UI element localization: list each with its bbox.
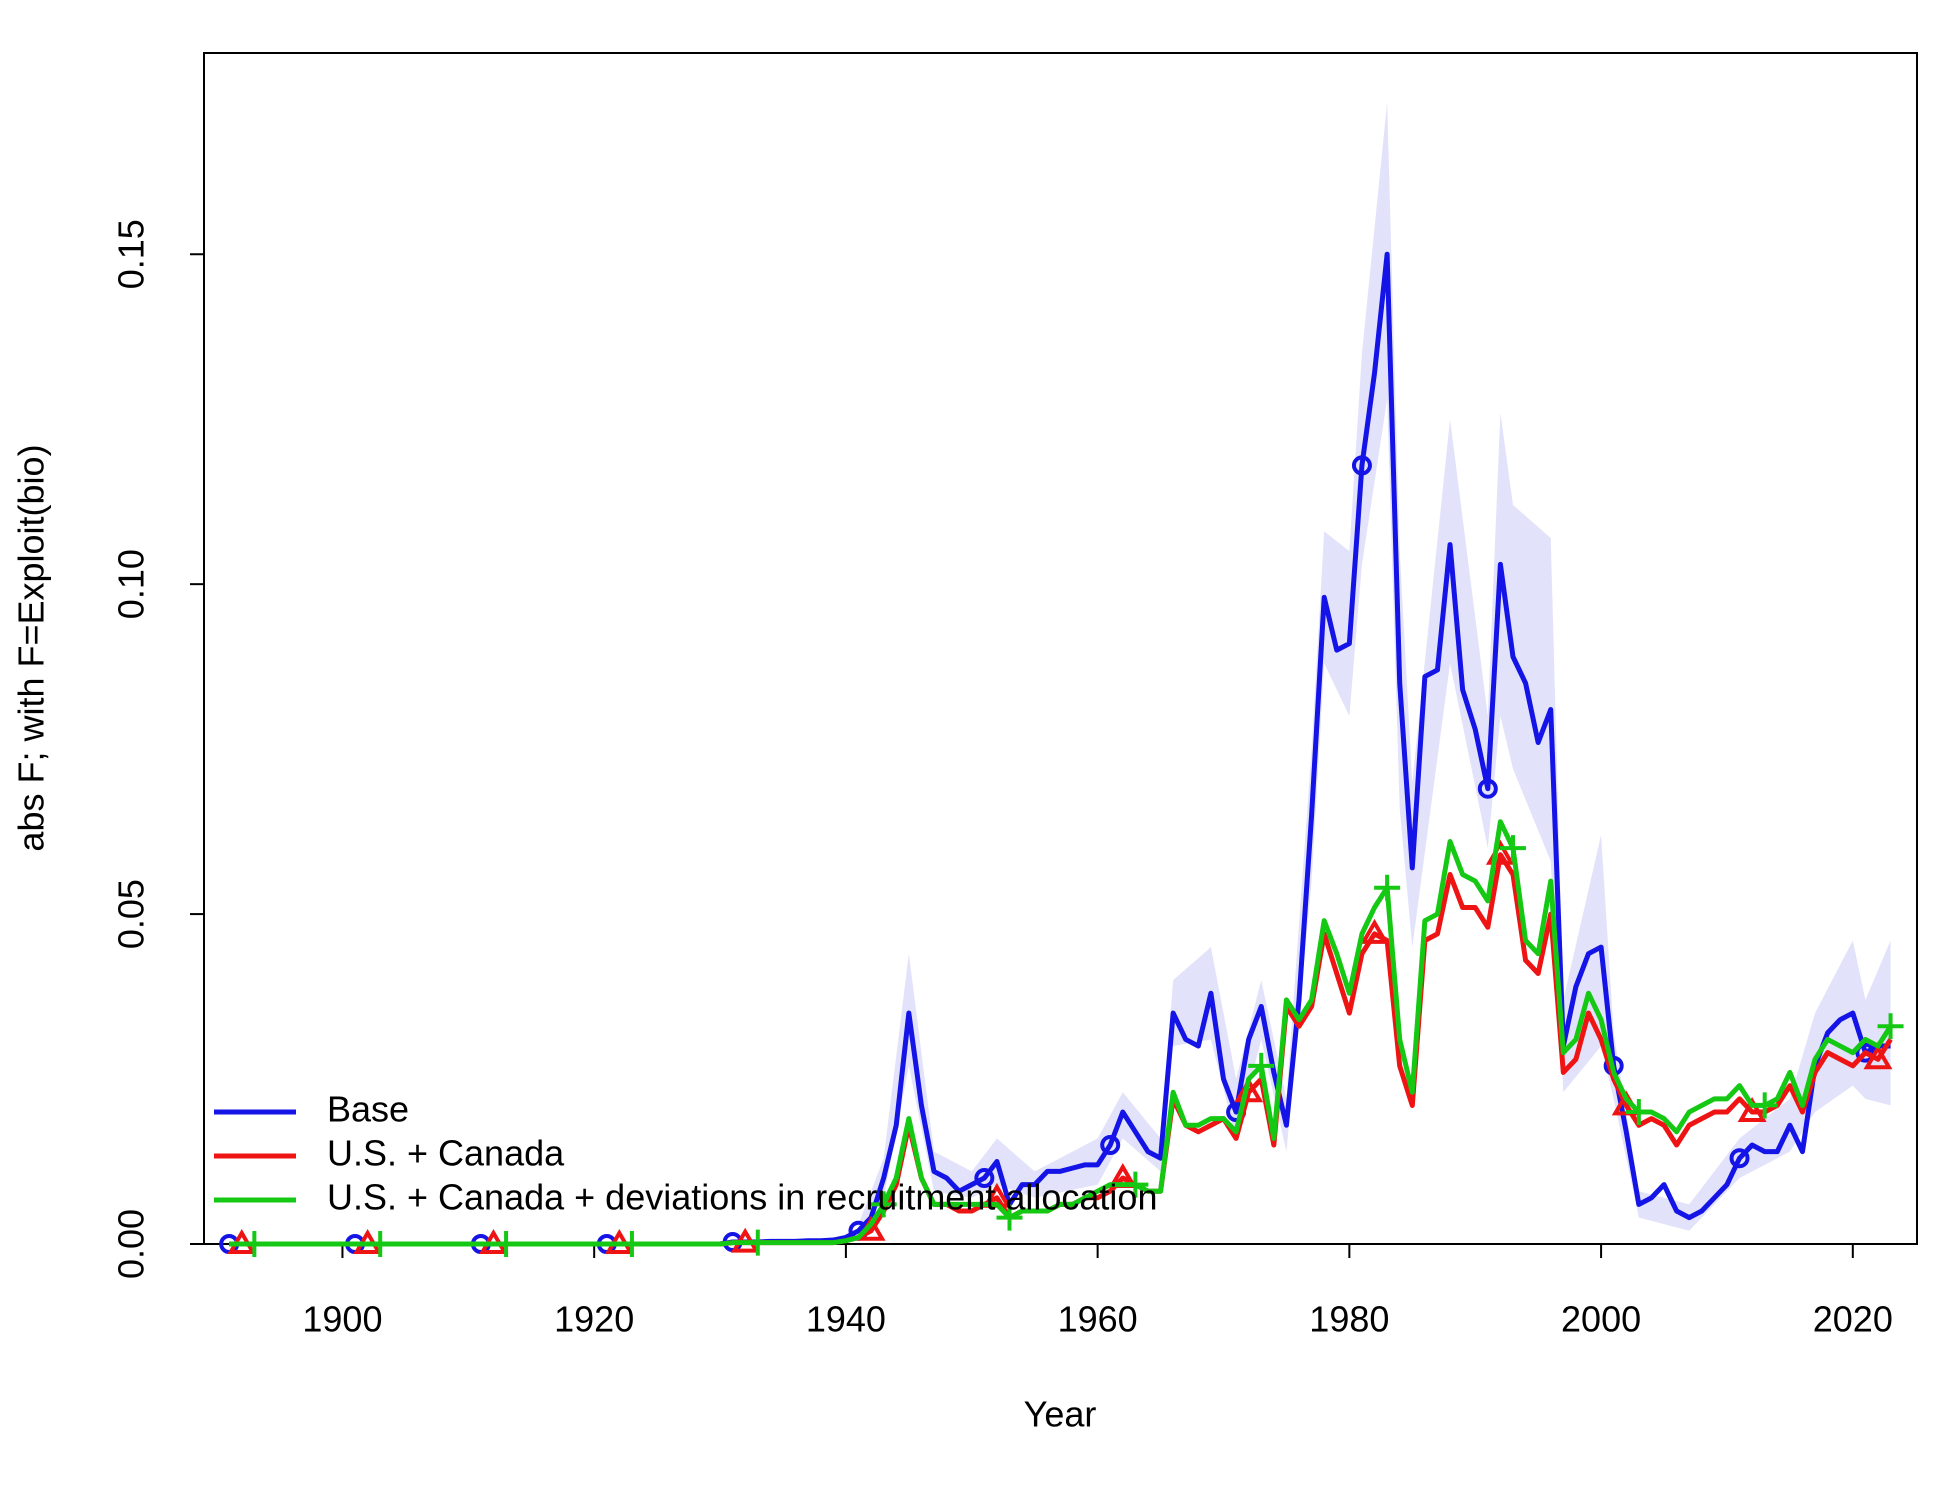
legend-label: U.S. + Canada + deviations in recruitmen… [327,1177,1157,1218]
point-marker [618,1231,645,1257]
x-tick-label: 2020 [1813,1299,1893,1340]
x-tick-label: 1940 [806,1299,886,1340]
point-marker [1499,835,1526,862]
point-marker [1863,1044,1893,1070]
x-tick-label: 1980 [1309,1299,1389,1340]
point-marker [241,1231,268,1257]
y-axis-label: abs F; with F=Exploit(bio) [11,444,52,851]
point-marker [996,1204,1023,1231]
x-tick-label: 1960 [1058,1299,1138,1340]
x-axis-label: Year [1024,1394,1097,1435]
legend-label: Base [327,1089,409,1130]
point-marker [1877,1013,1904,1040]
point-marker [493,1231,520,1257]
y-tick-label: 0.15 [111,219,152,289]
point-marker [744,1229,771,1256]
point-marker [1374,874,1401,901]
y-tick-label: 0.10 [111,549,152,619]
point-marker [1360,918,1389,944]
point-marker [974,1168,995,1189]
point-marker [367,1231,394,1257]
point-marker [1477,778,1498,799]
point-marker [1625,1099,1652,1126]
x-tick-label: 1900 [302,1299,382,1340]
point-marker [1751,1092,1778,1119]
y-tick-label: 0.00 [111,1209,152,1279]
y-tick-label: 0.05 [111,879,152,949]
point-marker [1248,1052,1275,1079]
x-tick-label: 1920 [554,1299,634,1340]
point-marker [1234,1077,1264,1103]
confidence-band [858,102,1891,1238]
point-marker [1351,455,1372,476]
point-marker [870,1191,897,1218]
legend-label: U.S. + Canada [327,1133,565,1174]
x-tick-label: 2000 [1561,1299,1641,1340]
point-marker [1737,1097,1767,1123]
plot-frame [203,52,1918,1245]
point-marker [1100,1135,1121,1156]
point-marker [1729,1148,1750,1169]
point-marker [1122,1171,1149,1198]
series-line [229,251,1891,1247]
